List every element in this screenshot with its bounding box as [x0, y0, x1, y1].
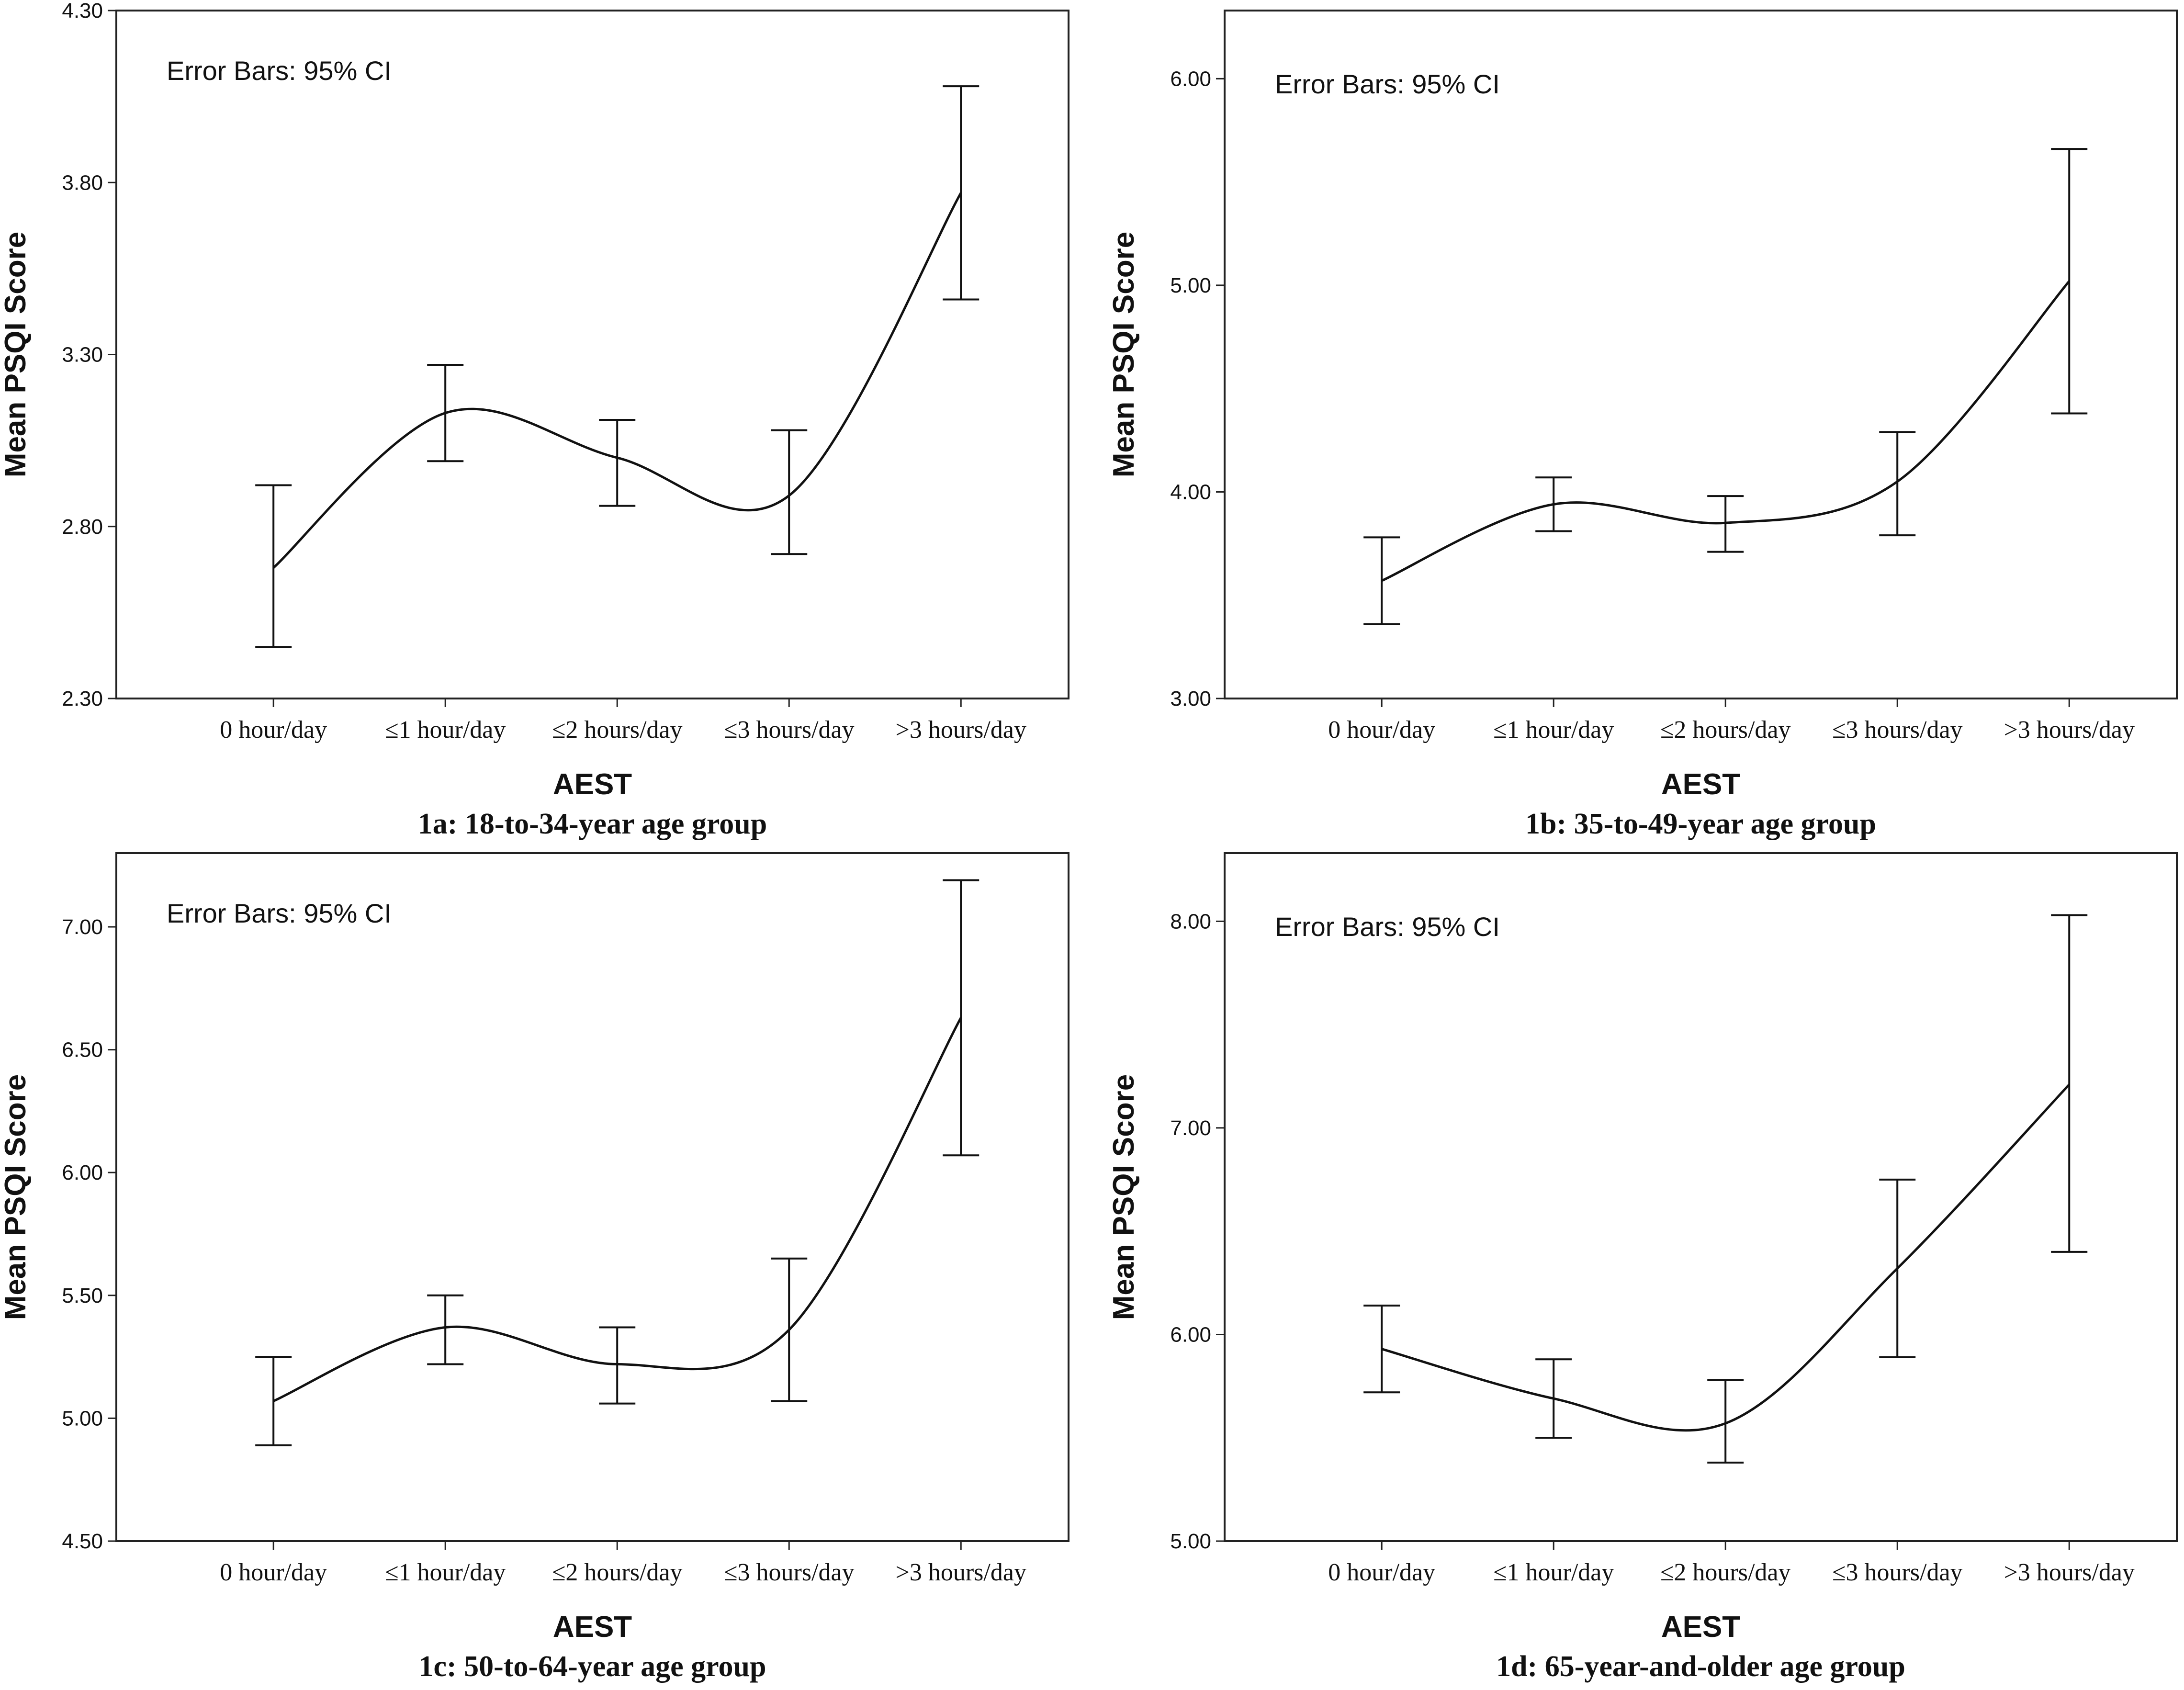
series-line: [1381, 280, 2071, 582]
panel-caption: 1c: 50-to-64-year age group: [418, 1650, 766, 1683]
error-bar: [1879, 431, 1916, 537]
x-tick-label: 0 hour/day: [1328, 1559, 1435, 1586]
panel-caption: 1a: 18-to-34-year age group: [418, 808, 767, 840]
plot-frame: [1224, 10, 2178, 699]
y-tick-label: 6.00: [1170, 67, 1211, 90]
error-bar: [255, 484, 292, 648]
x-tick-label: ≤2 hours/day: [552, 716, 683, 744]
error-bars-annotation: Error Bars: 95% CI: [167, 898, 392, 928]
x-tick-label: ≤1 hour/day: [1493, 1559, 1614, 1586]
error-bar: [1707, 495, 1744, 553]
series-line: [272, 192, 962, 569]
y-tick-label: 4.30: [62, 0, 103, 23]
error-bar: [771, 1257, 808, 1402]
x-tick-label: >3 hours/day: [2004, 716, 2135, 744]
x-tick-label: >3 hours/day: [896, 1559, 1026, 1586]
x-tick-label: ≤1 hour/day: [1493, 716, 1614, 744]
error-bar: [427, 364, 464, 462]
error-bar: [1363, 536, 1400, 625]
error-bar: [599, 419, 636, 507]
error-bar: [1363, 1305, 1400, 1394]
x-tick-label: ≤3 hours/day: [724, 1559, 855, 1586]
chart-panel-1b: 3.00 4.00 5.00 6.00 0 hour/day ≤1 hour/day ≤2 …: [1107, 10, 2178, 840]
error-bar: [427, 1294, 464, 1365]
y-tick-label: 7.00: [1170, 1116, 1211, 1140]
panel-caption: 1d: 65-year-and-older age group: [1496, 1650, 1905, 1683]
y-tick-label: 3.00: [1170, 687, 1211, 710]
error-bar: [255, 1356, 292, 1446]
x-tick-label: 0 hour/day: [1328, 716, 1435, 744]
plot-frame: [1224, 852, 2178, 1542]
y-tick-label: 5.00: [1170, 274, 1211, 297]
y-tick-label: 2.80: [62, 515, 103, 539]
chart-panel-1c: 4.50 5.00 5.50 6.00 6.50 7.00 0 hour/day ≤1 hou…: [0, 852, 1069, 1683]
panel-caption: 1b: 35-to-49-year age group: [1525, 808, 1876, 840]
y-axis-title: Mean PSQI Score: [1107, 1074, 1140, 1320]
plot-frame: [115, 852, 1069, 1542]
error-bar: [2051, 148, 2088, 415]
x-axis-title: AEST: [553, 1611, 632, 1644]
y-tick-label: 2.30: [62, 687, 103, 710]
x-tick-label: >3 hours/day: [2004, 1559, 2135, 1586]
x-tick-label: ≤2 hours/day: [1660, 716, 1791, 744]
error-bar: [1535, 1358, 1572, 1439]
y-tick-label: 6.00: [62, 1161, 103, 1184]
error-bar: [1535, 476, 1572, 532]
y-axis-title: Mean PSQI Score: [0, 1074, 32, 1320]
error-bar: [771, 429, 808, 555]
x-tick-label: 0 hour/day: [220, 716, 327, 744]
error-bar: [1707, 1379, 1744, 1464]
error-bar: [943, 879, 979, 1157]
x-tick-label: 0 hour/day: [220, 1559, 327, 1586]
error-bar: [2051, 914, 2088, 1253]
x-tick-label: ≤1 hour/day: [385, 716, 506, 744]
error-bar: [1879, 1178, 1916, 1358]
x-tick-label: ≤1 hour/day: [385, 1559, 506, 1586]
chart-panel-1d: 5.00 6.00 7.00 8.00 0 hour/day ≤1 hour/day ≤2 …: [1107, 852, 2178, 1683]
error-bar: [943, 85, 979, 301]
series-line: [1381, 1083, 2071, 1432]
y-axis-title: Mean PSQI Score: [1107, 232, 1140, 477]
y-tick-label: 4.00: [1170, 480, 1211, 504]
x-axis-title: AEST: [1661, 768, 1740, 801]
series-line: [273, 1017, 962, 1402]
error-bars-annotation: Error Bars: 95% CI: [167, 56, 392, 86]
x-axis-title: AEST: [1661, 1611, 1740, 1644]
x-tick-label: ≤3 hours/day: [1832, 716, 1963, 744]
x-tick-label: >3 hours/day: [896, 716, 1026, 744]
x-axis-title: AEST: [553, 768, 632, 801]
y-tick-label: 3.30: [62, 343, 103, 367]
y-tick-label: 3.80: [62, 171, 103, 194]
y-axis-title: Mean PSQI Score: [0, 232, 32, 477]
y-tick-label: 4.50: [62, 1530, 103, 1553]
chart-panel-1a: 2.30 2.80 3.30 3.80 4.30 0 hour/day ≤1 hour/da…: [0, 0, 1069, 840]
error-bars-annotation: Error Bars: 95% CI: [1275, 69, 1500, 99]
x-tick-label: ≤3 hours/day: [724, 716, 855, 744]
x-tick-label: ≤2 hours/day: [1660, 1559, 1791, 1586]
y-tick-label: 8.00: [1170, 910, 1211, 933]
y-tick-label: 7.00: [62, 915, 103, 939]
y-tick-label: 5.00: [1170, 1530, 1211, 1553]
error-bar: [599, 1326, 636, 1405]
error-bars-annotation: Error Bars: 95% CI: [1275, 912, 1500, 942]
y-tick-label: 5.50: [62, 1284, 103, 1307]
y-tick-label: 6.50: [62, 1038, 103, 1062]
plot-frame: [115, 10, 1069, 699]
x-tick-label: ≤2 hours/day: [552, 1559, 683, 1586]
y-tick-label: 5.00: [62, 1407, 103, 1430]
x-tick-label: ≤3 hours/day: [1832, 1559, 1963, 1586]
y-tick-label: 6.00: [1170, 1323, 1211, 1346]
